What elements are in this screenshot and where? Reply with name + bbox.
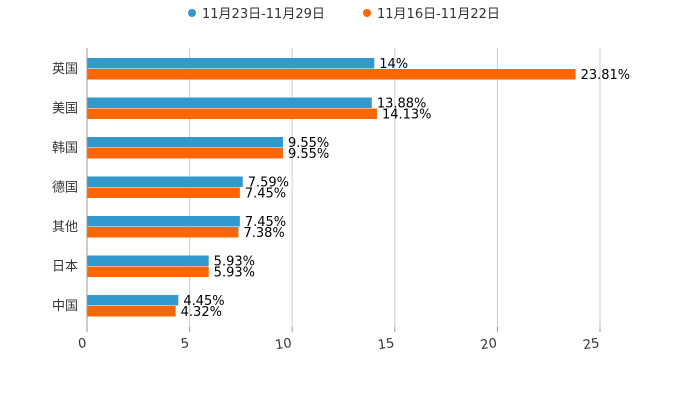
data-label-s2-3: 9.55% — [288, 147, 329, 162]
data-label-s2-2: 14.13% — [382, 108, 432, 123]
bar-s2-1 — [87, 69, 576, 80]
data-label-s1-4: 7.59% — [248, 176, 289, 191]
data-label-s1-2: 13.88% — [377, 97, 427, 112]
data-label-s2-1: 23.81% — [581, 68, 631, 83]
legend-marker-2 — [363, 9, 371, 17]
bar-s1-7 — [87, 295, 179, 306]
bar-s2-5 — [87, 227, 239, 238]
x-tick-label-25: 25 — [582, 336, 600, 353]
data-label-s1-3: 9.55% — [288, 136, 329, 151]
axes: 0 5 10 15 20 25 — [77, 48, 601, 353]
data-label-s1-6: 5.93% — [214, 255, 255, 270]
x-tick-label-0: 0 — [77, 336, 87, 352]
legend-label-1: 11月23日-11月29日 — [202, 7, 325, 22]
category-label-1: 英国 — [52, 62, 78, 77]
bar-s1-2 — [87, 97, 372, 108]
bar-s1-4 — [87, 176, 243, 187]
bar-s1-5 — [87, 216, 240, 227]
category-label-3: 韩国 — [52, 141, 78, 156]
category-label-6: 日本 — [52, 260, 78, 275]
legend-marker-1 — [188, 9, 196, 17]
x-tick-label-15: 15 — [377, 336, 395, 353]
bar-s2-2 — [87, 108, 377, 119]
x-tick-label-20: 20 — [479, 336, 497, 353]
bars-group — [87, 58, 576, 317]
data-label-s1-5: 7.45% — [245, 215, 286, 230]
bar-s2-6 — [87, 266, 209, 277]
data-label-s2-6: 5.93% — [214, 266, 255, 281]
category-label-4: 德国 — [52, 181, 78, 196]
grid-lines — [189, 48, 601, 327]
legend-label-2: 11月16日-11月22日 — [377, 7, 500, 22]
category-label-5: 其他 — [52, 220, 78, 235]
bar-s1-1 — [87, 58, 375, 69]
bar-s1-3 — [87, 137, 283, 148]
bar-s2-7 — [87, 306, 176, 317]
data-label-s1-7: 4.45% — [183, 294, 224, 309]
labels-group: 英国 14% 23.81% 美国 13.88%14.13% 韩国 9.55%9.55% 德国 7… — [52, 57, 630, 320]
x-tick-label-5: 5 — [180, 336, 190, 352]
legend: 11月23日-11月29日 11月16日-11月22日 — [188, 7, 500, 22]
data-label-s2-7: 4.32% — [181, 305, 222, 320]
category-label-2: 美国 — [52, 102, 78, 117]
bar-s1-6 — [87, 255, 209, 266]
data-label-s2-5: 7.38% — [243, 226, 284, 241]
x-tick-label-10: 10 — [274, 336, 292, 353]
bar-s2-3 — [87, 148, 283, 159]
data-label-s1-1: 14% — [379, 57, 408, 72]
bar-s2-4 — [87, 187, 240, 198]
category-label-7: 中国 — [52, 299, 78, 314]
data-label-s2-4: 7.45% — [245, 187, 286, 202]
